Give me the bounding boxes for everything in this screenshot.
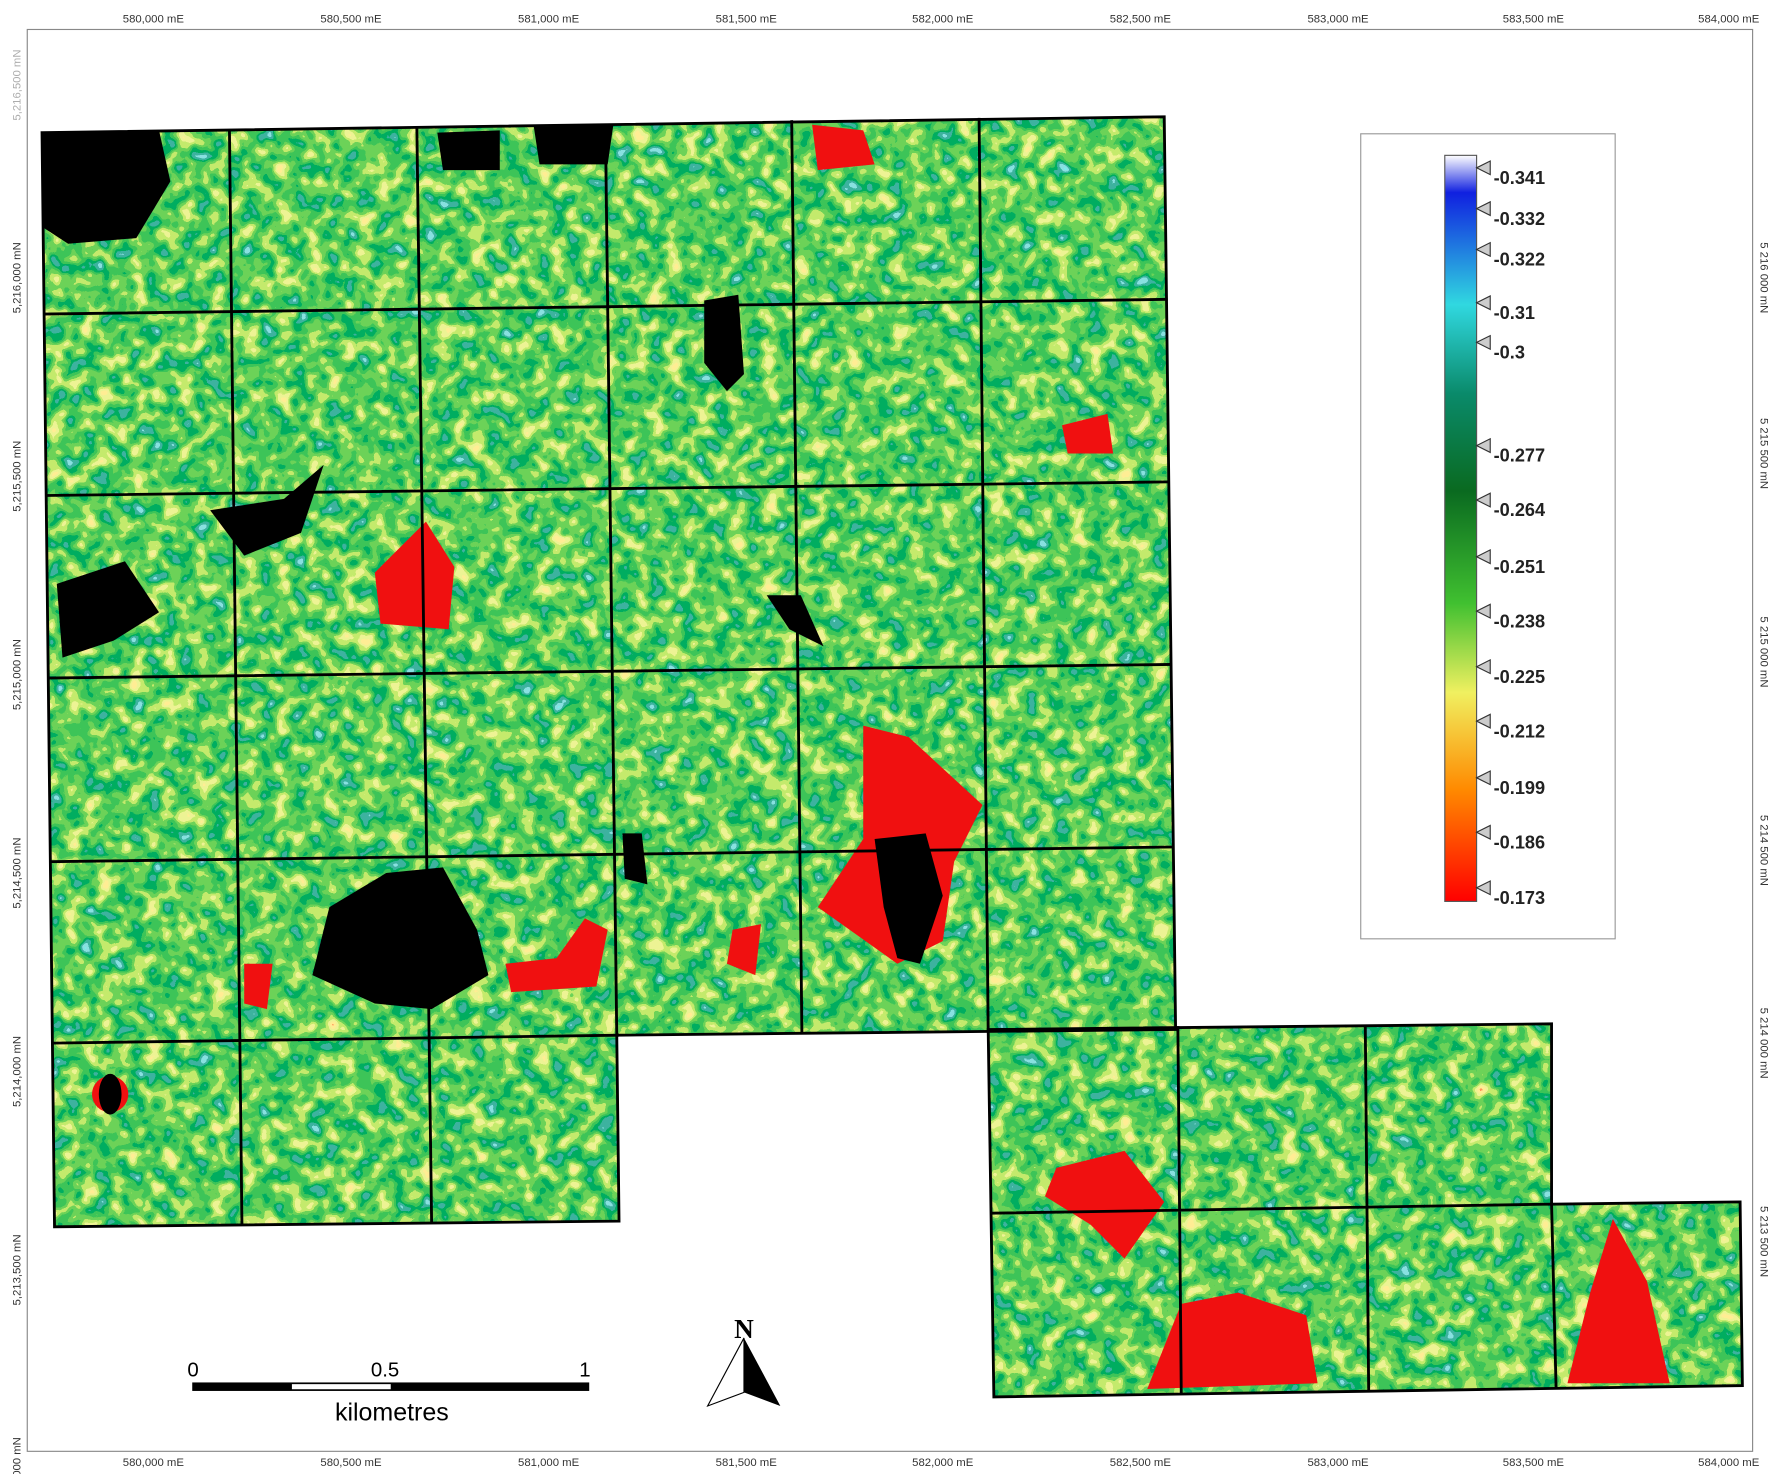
x-label-top: 580,000 mE: [123, 14, 185, 26]
x-label-bottom: 581,500 mE: [716, 1457, 778, 1469]
x-label-bottom: 580,500 mE: [320, 1457, 382, 1469]
y-label-right: 5 214 500 mN: [1758, 815, 1770, 886]
legend-label: -0.238: [1494, 611, 1545, 631]
x-label-top: 580,500 mE: [320, 14, 382, 26]
x-label-top: 582,500 mE: [1110, 14, 1172, 26]
y-label-left: 5,215,000 mN: [11, 639, 23, 710]
legend-label: -0.277: [1494, 446, 1545, 466]
legend-label: -0.264: [1494, 500, 1545, 520]
x-label-top: 583,000 mE: [1307, 14, 1369, 26]
y-label-left: 5,214,500 mN: [11, 838, 23, 909]
x-label-bottom: 581,000 mE: [518, 1457, 580, 1469]
map: 580,000 mE 580,000 mE 580,500 mE 580,500 mE…: [0, 0, 1781, 1474]
north-arrow: [708, 1338, 781, 1406]
x-label-bottom: 584,000 mE: [1698, 1457, 1760, 1469]
x-label-bottom: 580,000 mE: [123, 1457, 185, 1469]
legend-label: -0.251: [1494, 557, 1545, 577]
legend-label: -0.332: [1494, 209, 1545, 229]
y-label-left: 5,216,500 mN: [11, 49, 23, 120]
legend-label: -0.3: [1494, 343, 1525, 363]
y-label-left: 5,215,500 mN: [11, 441, 23, 512]
legend-label: -0.322: [1494, 250, 1545, 270]
scale-tick: 0: [187, 1360, 198, 1382]
x-label-top: 583,500 mE: [1503, 14, 1565, 26]
x-label-top: 581,000 mE: [518, 14, 580, 26]
x-label-top: 581,500 mE: [716, 14, 778, 26]
x-label-bottom: 583,000 mE: [1307, 1457, 1369, 1469]
x-label-top: 582,000 mE: [912, 14, 974, 26]
y-label-left: 5,216,000 mN: [11, 242, 23, 313]
north-label: N: [734, 1314, 754, 1344]
y-label-right: 5 215 000 mN: [1758, 616, 1770, 687]
page: 580,000 mE 580,000 mE 580,500 mE 580,500 mE…: [0, 0, 1781, 1474]
scale-bar: [193, 1383, 588, 1390]
legend-label: -0.186: [1494, 832, 1545, 852]
x-label-bottom: 582,000 mE: [912, 1457, 974, 1469]
y-label-right: 5 214 000 mN: [1758, 1008, 1770, 1079]
scale-tick: 0.5: [371, 1360, 399, 1382]
scale-unit: kilometres: [335, 1399, 449, 1427]
y-label-right: 5 213 500 mN: [1758, 1206, 1770, 1277]
legend-label: -0.212: [1494, 721, 1545, 741]
x-label-bottom: 583,500 mE: [1503, 1457, 1565, 1469]
x-label-top: 584,000 mE: [1698, 14, 1760, 26]
y-label-left: 5,214,000 mN: [11, 1036, 23, 1107]
legend-label: -0.31: [1494, 303, 1535, 323]
legend-ramp: [1445, 155, 1477, 901]
legend-label: -0.199: [1494, 778, 1545, 798]
y-label-left: 000 mN: [11, 1437, 23, 1474]
x-label-bottom: 582,500 mE: [1110, 1457, 1172, 1469]
y-label-right: 5 216 000 mN: [1758, 242, 1770, 313]
legend-label: -0.173: [1494, 888, 1545, 908]
scale-tick: 1: [579, 1360, 590, 1382]
y-label-left: 5,213,500 mN: [11, 1234, 23, 1305]
legend-label: -0.341: [1494, 168, 1545, 188]
legend-label: -0.225: [1494, 667, 1545, 687]
y-label-right: 5 215 500 mN: [1758, 418, 1770, 489]
